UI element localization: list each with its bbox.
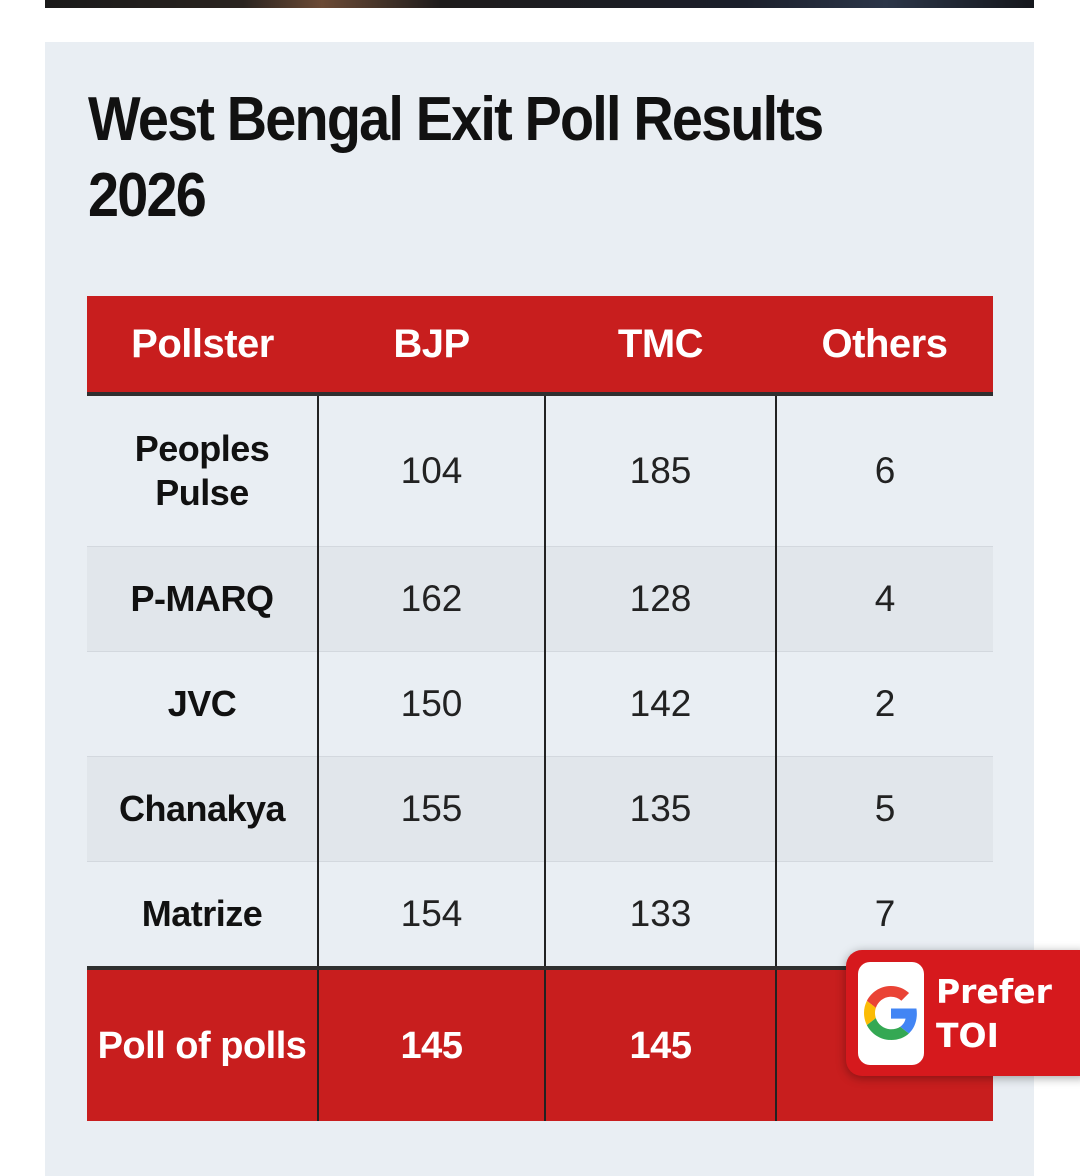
others-seats: 6 bbox=[776, 394, 993, 547]
pollster-name: JVC bbox=[87, 651, 319, 757]
header-tmc: TMC bbox=[545, 296, 776, 396]
bjp-seats: 150 bbox=[318, 651, 546, 757]
pollster-name: Peoples Pulse bbox=[87, 394, 319, 547]
tmc-seats: 135 bbox=[545, 756, 777, 862]
table-row: P-MARQ 162 128 4 bbox=[87, 546, 993, 652]
poll-of-polls-label: Poll of polls bbox=[87, 966, 319, 1121]
google-tile bbox=[858, 962, 924, 1065]
prefer-toi-button[interactable]: Prefer TOI bbox=[846, 950, 1080, 1076]
google-g-icon bbox=[864, 986, 917, 1040]
table-row: Peoples Pulse 104 185 6 bbox=[87, 394, 993, 547]
prefer-toi-label: Prefer TOI bbox=[936, 970, 1076, 1058]
header-others: Others bbox=[776, 296, 993, 396]
bjp-seats: 155 bbox=[318, 756, 546, 862]
tmc-seats: 185 bbox=[545, 394, 777, 547]
pollster-name: Chanakya bbox=[87, 756, 319, 862]
tmc-seats: 142 bbox=[545, 651, 777, 757]
prefer-label-line1: Prefer bbox=[936, 972, 1052, 1011]
pollster-name: Matrize bbox=[87, 861, 319, 969]
prefer-label-line2: TOI bbox=[936, 1016, 999, 1055]
bjp-seats: 104 bbox=[318, 394, 546, 547]
bjp-seats: 162 bbox=[318, 546, 546, 652]
table-header-row: Pollster BJP TMC Others bbox=[87, 296, 993, 396]
bjp-seats: 154 bbox=[318, 861, 546, 969]
poll-of-polls-tmc: 145 bbox=[545, 966, 777, 1121]
tmc-seats: 128 bbox=[545, 546, 777, 652]
others-seats: 2 bbox=[776, 651, 993, 757]
tmc-seats: 133 bbox=[545, 861, 777, 969]
header-bjp: BJP bbox=[318, 296, 545, 396]
others-seats: 5 bbox=[776, 756, 993, 862]
others-seats: 4 bbox=[776, 546, 993, 652]
poll-of-polls-bjp: 145 bbox=[318, 966, 546, 1121]
article-hero-image bbox=[45, 0, 1034, 8]
header-pollster: Pollster bbox=[87, 296, 318, 396]
table-row: Chanakya 155 135 5 bbox=[87, 756, 993, 862]
table-row: JVC 150 142 2 bbox=[87, 651, 993, 757]
pollster-name: P-MARQ bbox=[87, 546, 319, 652]
page-title: West Bengal Exit Poll Results 2026 bbox=[88, 85, 824, 230]
